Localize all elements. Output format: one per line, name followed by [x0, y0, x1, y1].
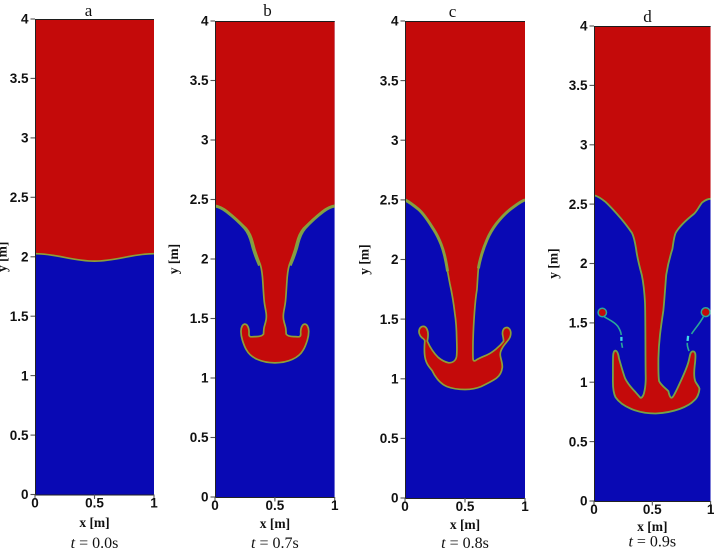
- svg-text:2: 2: [391, 252, 399, 267]
- svg-text:1.5: 1.5: [569, 316, 588, 331]
- svg-text:1: 1: [521, 499, 529, 514]
- svg-text:0: 0: [201, 490, 209, 505]
- svg-text:t = 0.0s: t = 0.0s: [71, 535, 119, 549]
- svg-text:2: 2: [201, 252, 209, 267]
- svg-text:x [m]: x [m]: [79, 515, 109, 530]
- svg-text:0.5: 0.5: [380, 431, 399, 446]
- svg-text:1: 1: [201, 371, 209, 386]
- svg-text:0: 0: [211, 498, 219, 513]
- svg-text:4: 4: [580, 19, 588, 34]
- svg-text:c: c: [449, 2, 457, 21]
- svg-text:0: 0: [391, 491, 399, 506]
- svg-text:t = 0.8s: t = 0.8s: [441, 535, 489, 549]
- svg-text:2.5: 2.5: [569, 197, 588, 212]
- svg-text:0: 0: [31, 496, 39, 511]
- svg-text:1.5: 1.5: [380, 312, 399, 327]
- svg-text:2.5: 2.5: [380, 193, 399, 208]
- svg-text:2.5: 2.5: [10, 190, 29, 205]
- svg-text:0.5: 0.5: [85, 496, 104, 511]
- svg-text:0.5: 0.5: [456, 499, 475, 514]
- svg-text:x [m]: x [m]: [637, 519, 667, 534]
- svg-text:t = 0.7s: t = 0.7s: [251, 535, 299, 549]
- svg-text:0.5: 0.5: [569, 434, 588, 449]
- svg-text:1: 1: [150, 496, 158, 511]
- svg-text:0: 0: [590, 502, 598, 517]
- svg-text:1.5: 1.5: [190, 311, 209, 326]
- svg-text:1: 1: [580, 375, 588, 390]
- svg-text:3: 3: [391, 133, 399, 148]
- svg-text:4: 4: [21, 12, 29, 27]
- svg-text:3.5: 3.5: [380, 73, 399, 88]
- svg-text:1: 1: [21, 368, 29, 383]
- svg-text:3: 3: [201, 133, 209, 148]
- svg-text:1: 1: [707, 502, 715, 517]
- svg-text:a: a: [85, 1, 93, 20]
- svg-text:2: 2: [21, 249, 29, 264]
- svg-text:0.5: 0.5: [266, 498, 285, 513]
- svg-text:d: d: [643, 7, 652, 26]
- svg-text:b: b: [263, 1, 272, 20]
- svg-text:1: 1: [331, 498, 339, 513]
- svg-text:y [m]: y [m]: [0, 242, 10, 272]
- svg-text:x [m]: x [m]: [260, 516, 290, 531]
- svg-text:0.5: 0.5: [643, 502, 662, 517]
- svg-text:3.5: 3.5: [190, 73, 209, 88]
- svg-text:3.5: 3.5: [10, 71, 29, 86]
- svg-text:0.5: 0.5: [10, 428, 29, 443]
- svg-text:2.5: 2.5: [190, 192, 209, 207]
- svg-text:0.5: 0.5: [190, 430, 209, 445]
- svg-text:y [m]: y [m]: [166, 244, 181, 274]
- svg-text:4: 4: [201, 14, 209, 29]
- svg-text:1: 1: [391, 371, 399, 386]
- svg-text:0: 0: [21, 487, 29, 502]
- svg-text:3.5: 3.5: [569, 78, 588, 93]
- svg-text:0: 0: [580, 494, 588, 509]
- svg-text:y [m]: y [m]: [357, 244, 372, 274]
- svg-text:x [m]: x [m]: [450, 517, 480, 532]
- svg-text:y [m]: y [m]: [546, 248, 561, 278]
- svg-text:1.5: 1.5: [10, 309, 29, 324]
- svg-text:3: 3: [21, 131, 29, 146]
- svg-text:0: 0: [401, 499, 409, 514]
- svg-text:4: 4: [391, 14, 399, 29]
- svg-text:3: 3: [580, 137, 588, 152]
- svg-text:2: 2: [580, 256, 588, 271]
- svg-text:t = 0.9s: t = 0.9s: [628, 534, 676, 550]
